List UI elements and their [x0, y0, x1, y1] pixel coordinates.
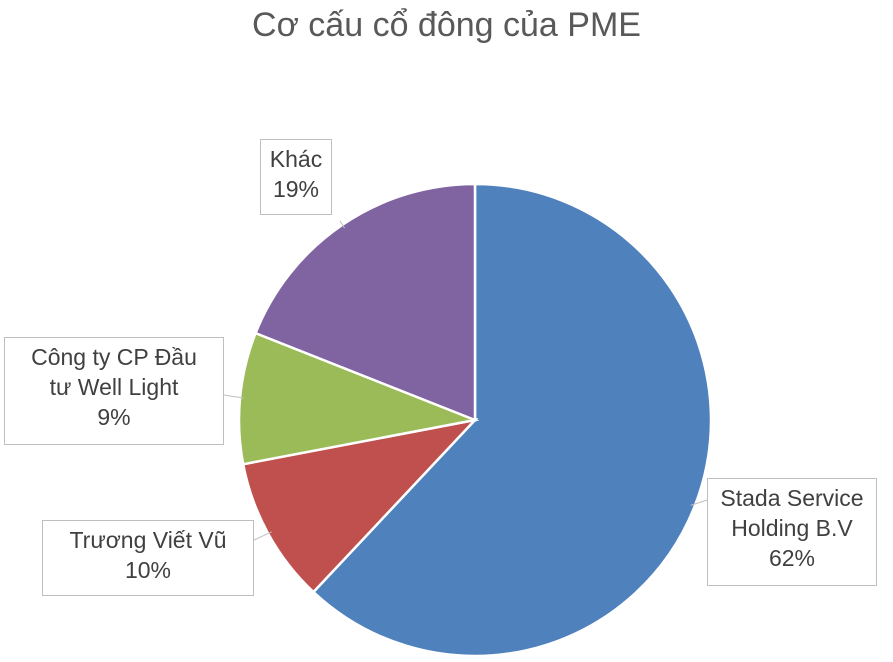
- leader-line-well-light: [223, 394, 245, 399]
- data-label-well-light-name-2: tư Well Light: [49, 374, 179, 400]
- data-label-stada-name-1: Stada Service: [720, 485, 864, 511]
- leader-line-khac: [339, 220, 346, 229]
- data-label-khac-name: Khác: [269, 146, 323, 172]
- data-label-well-light-name-1: Công ty CP Đầu: [31, 344, 197, 370]
- data-label-truong-viet-vu-name: Trương Viết Vũ: [69, 527, 227, 553]
- pie-slice-stada: [311, 182, 713, 658]
- data-label-khac-value: 19%: [272, 176, 320, 202]
- data-label-stada-value: 62%: [768, 545, 816, 571]
- data-label-well-light-value: 9%: [97, 404, 131, 430]
- data-label-truong-viet-vu: Trương Viết Vũ 10%: [42, 520, 254, 596]
- data-label-well-light: Công ty CP Đầu tư Well Light 9%: [4, 337, 224, 445]
- leader-line-stada: [690, 499, 708, 506]
- leader-line-truong-viet-vu: [253, 531, 272, 541]
- data-label-truong-viet-vu-value: 10%: [124, 557, 172, 583]
- data-label-stada: Stada Service Holding B.V 62%: [707, 478, 877, 586]
- data-label-stada-name-2: Holding B.V: [731, 515, 853, 541]
- data-label-khac: Khác 19%: [260, 139, 332, 215]
- chart-title: Cơ cấu cổ đông của PME: [252, 6, 641, 44]
